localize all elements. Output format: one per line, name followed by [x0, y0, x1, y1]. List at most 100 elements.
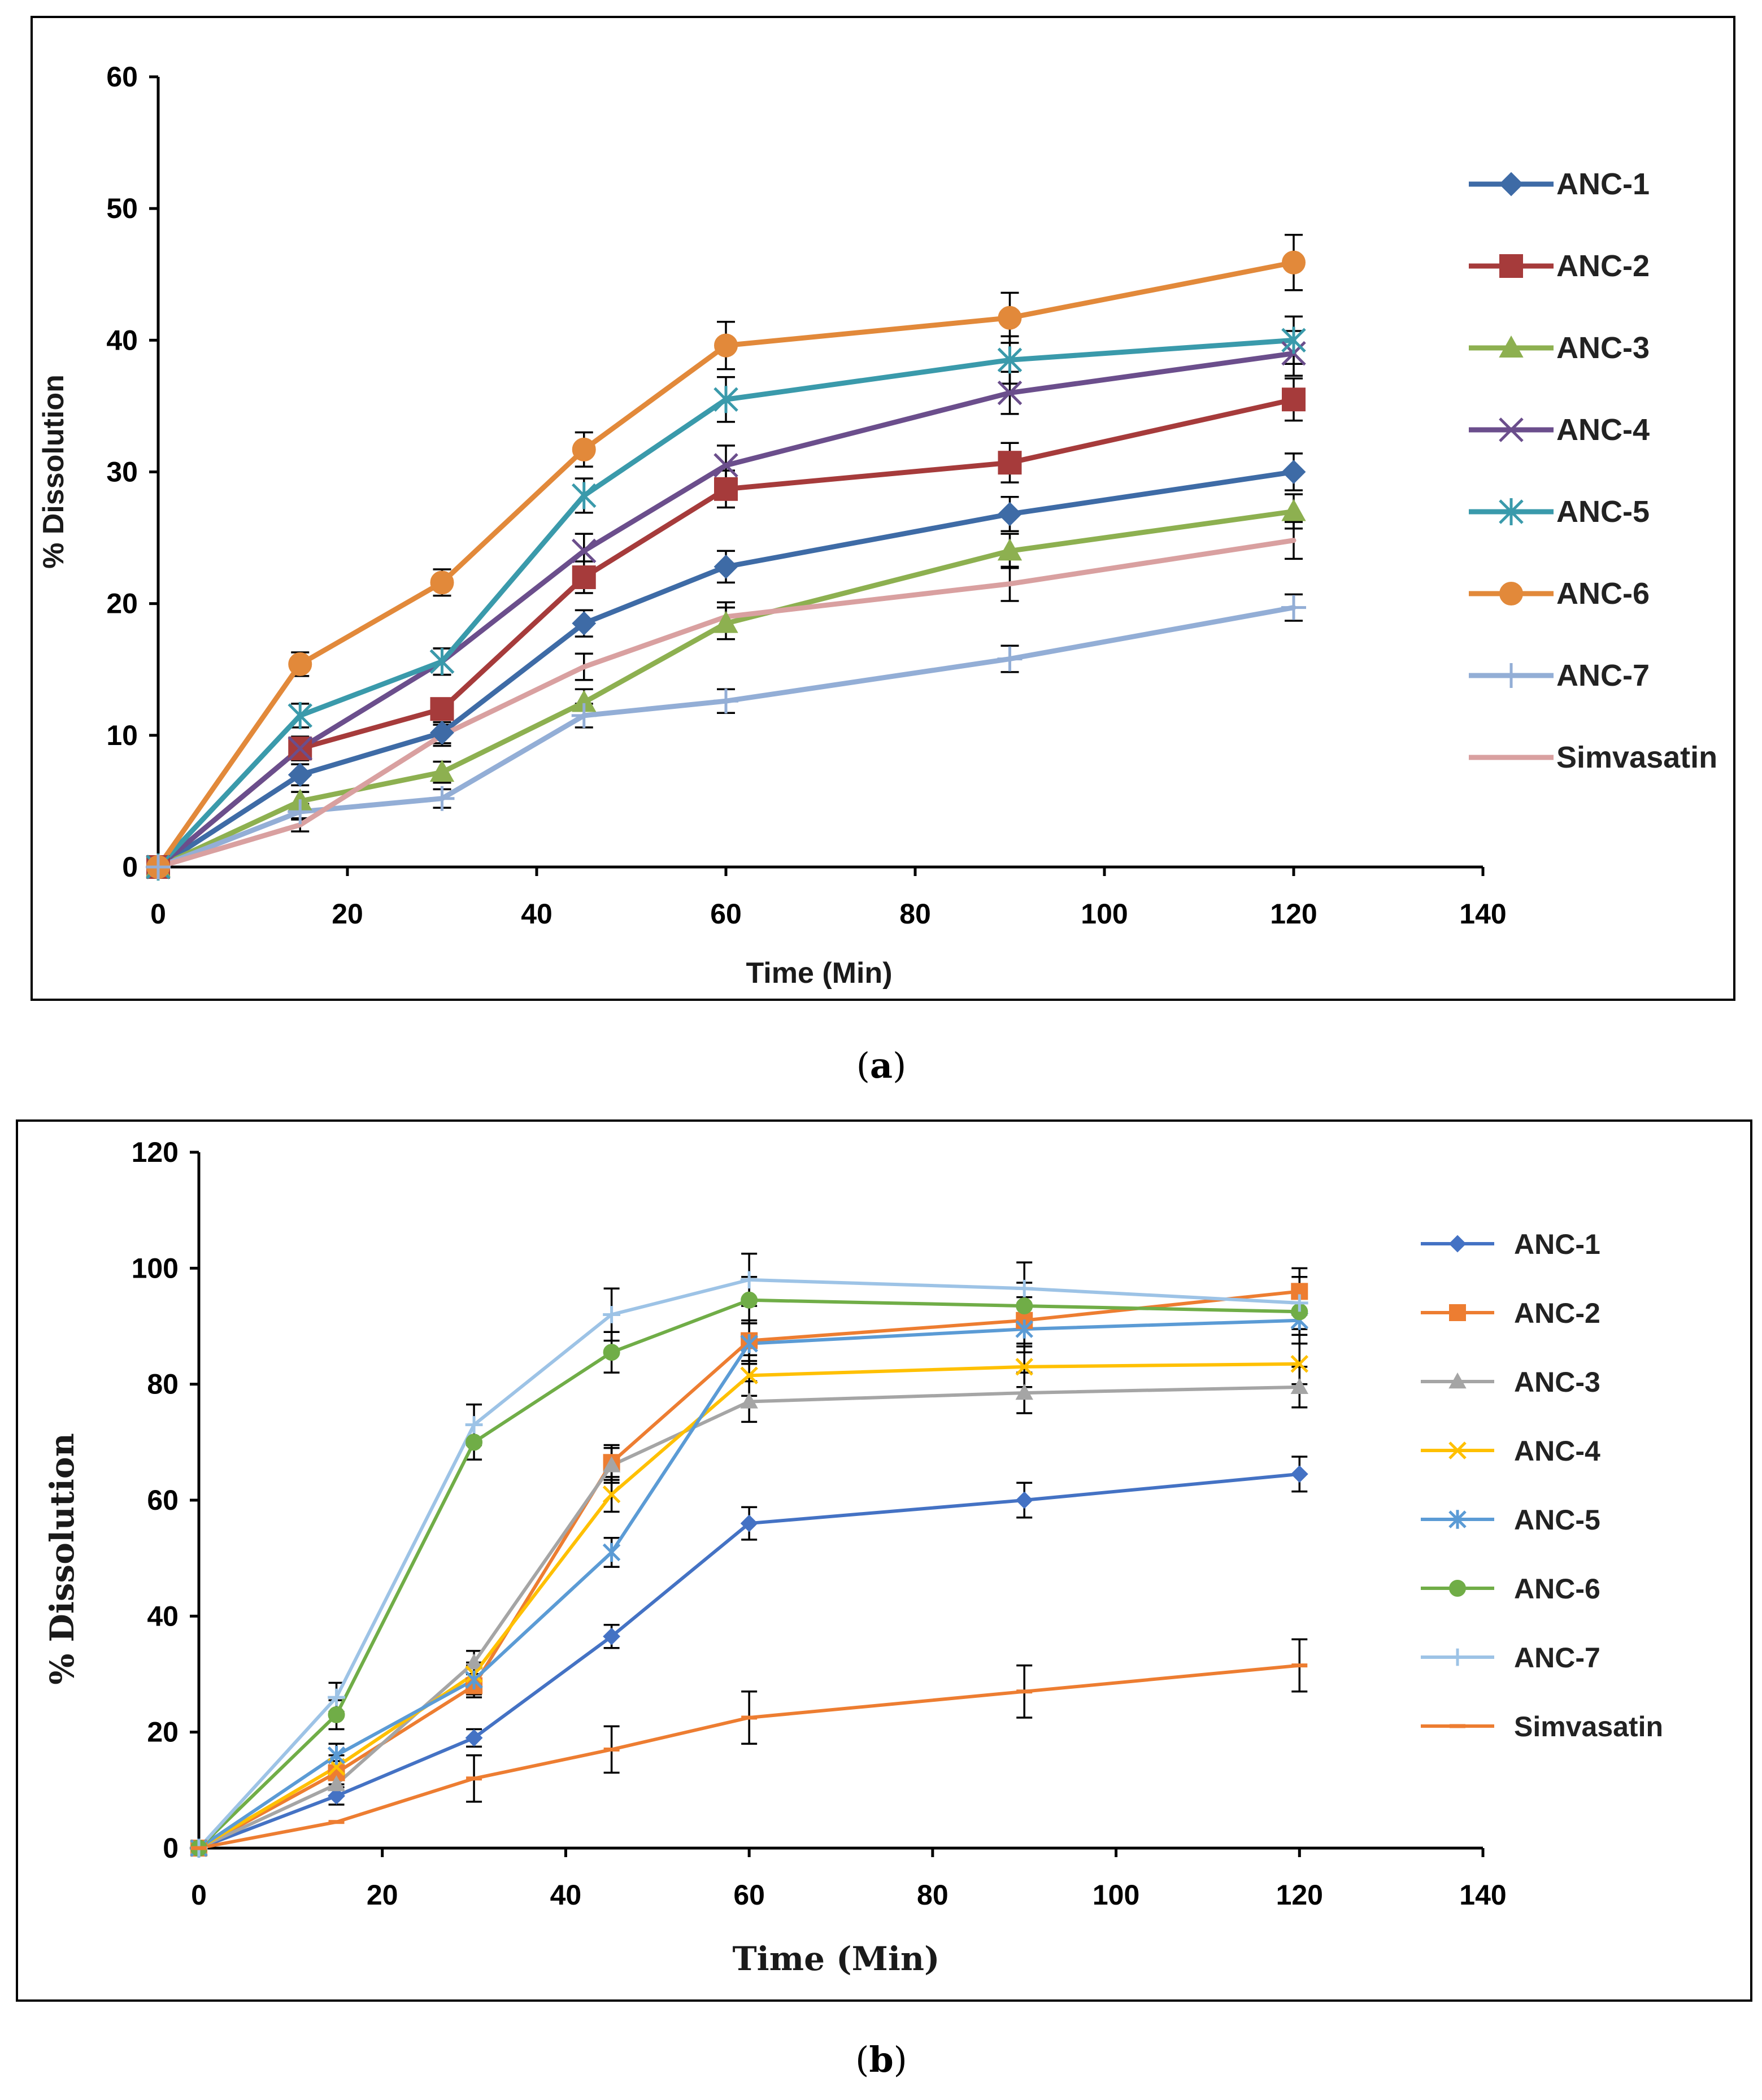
panel-b-x-tick-label: 40: [550, 1879, 582, 1911]
legend-anc-2-marker: [1499, 254, 1523, 278]
panel-b-legend: ANC-1 ANC-2 ANC-3 ANC-4 ANC-5 ANC-6 ANC-7 Simva…: [1421, 1228, 1663, 1742]
anc-6-point: [741, 1291, 758, 1309]
panel-a-x-axis-label: Time (Min): [746, 957, 892, 990]
anc-5-point: [429, 648, 455, 676]
panel-b-x-tick-label: 60: [733, 1879, 765, 1911]
legend-anc-7-marker: [1499, 663, 1524, 688]
panel-a-x-tick-label: 20: [332, 898, 363, 930]
anc-1-point: [572, 611, 597, 636]
anc-4-point: [602, 1485, 621, 1504]
legend-anc-4-label: ANC-4: [1514, 1435, 1600, 1467]
caption-b-letter: b: [869, 2039, 893, 2080]
legend-anc-2-label: ANC-2: [1556, 249, 1650, 283]
caption-a-letter: a: [870, 1045, 893, 1086]
caption-a-close: ): [893, 1045, 906, 1086]
panel-a-x-tick-label: 40: [521, 898, 552, 930]
legend-anc-4-marker: [1499, 417, 1524, 442]
anc-3-point: [1290, 1378, 1308, 1394]
panel-b-y-tick-label: 80: [147, 1369, 179, 1400]
caption-b: (b): [855, 2039, 907, 2080]
anc-3-point: [465, 1653, 483, 1670]
anc-3-point: [602, 1456, 621, 1472]
anc-6-point: [465, 1434, 483, 1451]
anc-5-point: [740, 1334, 758, 1353]
panel-a-y-tick-label: 0: [122, 851, 138, 883]
anc-1-point: [713, 554, 738, 579]
panel-b-frame: [16, 1119, 1752, 2002]
legend-anc-1-label: ANC-1: [1556, 167, 1650, 201]
panel-b-x-tick-label: 120: [1276, 1879, 1323, 1911]
anc-7-point: [146, 855, 171, 879]
panel-a-axes: 0 10 20 30 40 50 60 0 20 40 60 80 100 120 140: [106, 61, 1506, 930]
legend-anc-4-marker: [1448, 1441, 1467, 1459]
panel-a-y-axis-label: % Dissolution: [37, 374, 70, 569]
anc-5-point: [1015, 1319, 1033, 1339]
legend-anc-7-label: ANC-7: [1556, 659, 1650, 692]
anc-7-point: [713, 689, 738, 714]
anc-2-point: [714, 477, 738, 501]
anc-4-point: [1015, 1358, 1033, 1376]
anc-1-point: [288, 763, 312, 787]
caption-a-open: (: [856, 1045, 870, 1086]
anc-2-point: [1282, 387, 1306, 412]
anc-1-point: [1015, 1491, 1033, 1509]
panel-b-y-tick-label: 120: [132, 1136, 179, 1168]
panel-b-x-tick-label: 20: [367, 1879, 398, 1911]
anc-4-point: [713, 453, 738, 478]
legend-anc-6-marker: [1449, 1580, 1466, 1597]
anc-4-point: [288, 736, 313, 761]
anc-4-line: [197, 1362, 1302, 1850]
panel-a-x-tick-label: 0: [150, 898, 166, 930]
simvasatin-line: [155, 538, 1297, 870]
panel-a-x-tick-label: 140: [1459, 898, 1506, 930]
anc-5-point: [602, 1543, 621, 1562]
anc-5-point: [713, 386, 738, 413]
anc-6-point: [603, 1344, 620, 1361]
anc-1-point: [740, 1514, 758, 1532]
anc-3-point: [740, 1392, 758, 1409]
panel-b-x-tick-label: 100: [1093, 1879, 1139, 1911]
anc-5-point: [997, 346, 1023, 374]
anc-5-point: [571, 482, 597, 509]
legend-anc-3-marker: [1448, 1372, 1467, 1389]
panel-a-legend: ANC-1 ANC-2 ANC-3 ANC-4 ANC-5 ANC-6 ANC-7 Simva…: [1469, 167, 1717, 774]
panel-a-y-tick-label: 60: [106, 61, 138, 93]
anc-2-point: [430, 697, 454, 721]
panel-a-y-tick-label: 20: [106, 588, 138, 620]
anc-3-point: [429, 760, 455, 782]
caption-b-open: (: [855, 2039, 869, 2080]
legend-anc-5-label: ANC-5: [1556, 495, 1650, 529]
panel-a-markers: [146, 250, 1306, 881]
anc-7-point: [288, 799, 313, 825]
panel-a-frame: [31, 16, 1735, 1001]
anc-1-point: [328, 1787, 345, 1805]
legend-simvasatin-label: Simvasatin: [1514, 1711, 1663, 1742]
legend-anc-6-label: ANC-6: [1556, 577, 1650, 611]
panel-a-y-tick-label: 10: [106, 720, 138, 751]
anc-3-point: [1015, 1384, 1033, 1400]
anc-6-point: [1016, 1297, 1033, 1315]
panel-b-x-tick-label: 80: [917, 1879, 949, 1911]
anc-1-point: [603, 1627, 621, 1645]
anc-1-point: [998, 502, 1022, 526]
legend-anc-1-label: ANC-1: [1514, 1228, 1600, 1260]
legend-anc-1-marker: [1448, 1235, 1467, 1253]
anc-7-point: [1281, 595, 1306, 620]
anc-5-point: [288, 702, 313, 729]
panel-b-y-tick-label: 0: [163, 1832, 179, 1864]
anc-4-point: [1290, 1354, 1309, 1373]
panel-b-y-tick-label: 100: [132, 1252, 179, 1284]
anc-6-point: [430, 570, 454, 595]
panel-a-x-tick-label: 120: [1270, 898, 1317, 930]
anc-6-point: [288, 652, 312, 676]
panel-b-y-axis-label: % Dissolution: [43, 1433, 81, 1685]
anc-1-point: [1290, 1465, 1308, 1483]
panel-a-y-tick-label: 50: [106, 193, 138, 224]
anc-6-point: [572, 437, 596, 461]
legend-anc-7-label: ANC-7: [1514, 1642, 1600, 1674]
anc-1-point: [430, 720, 454, 745]
anc-7-point: [571, 703, 597, 728]
panel-a-x-tick-label: 60: [710, 898, 742, 930]
